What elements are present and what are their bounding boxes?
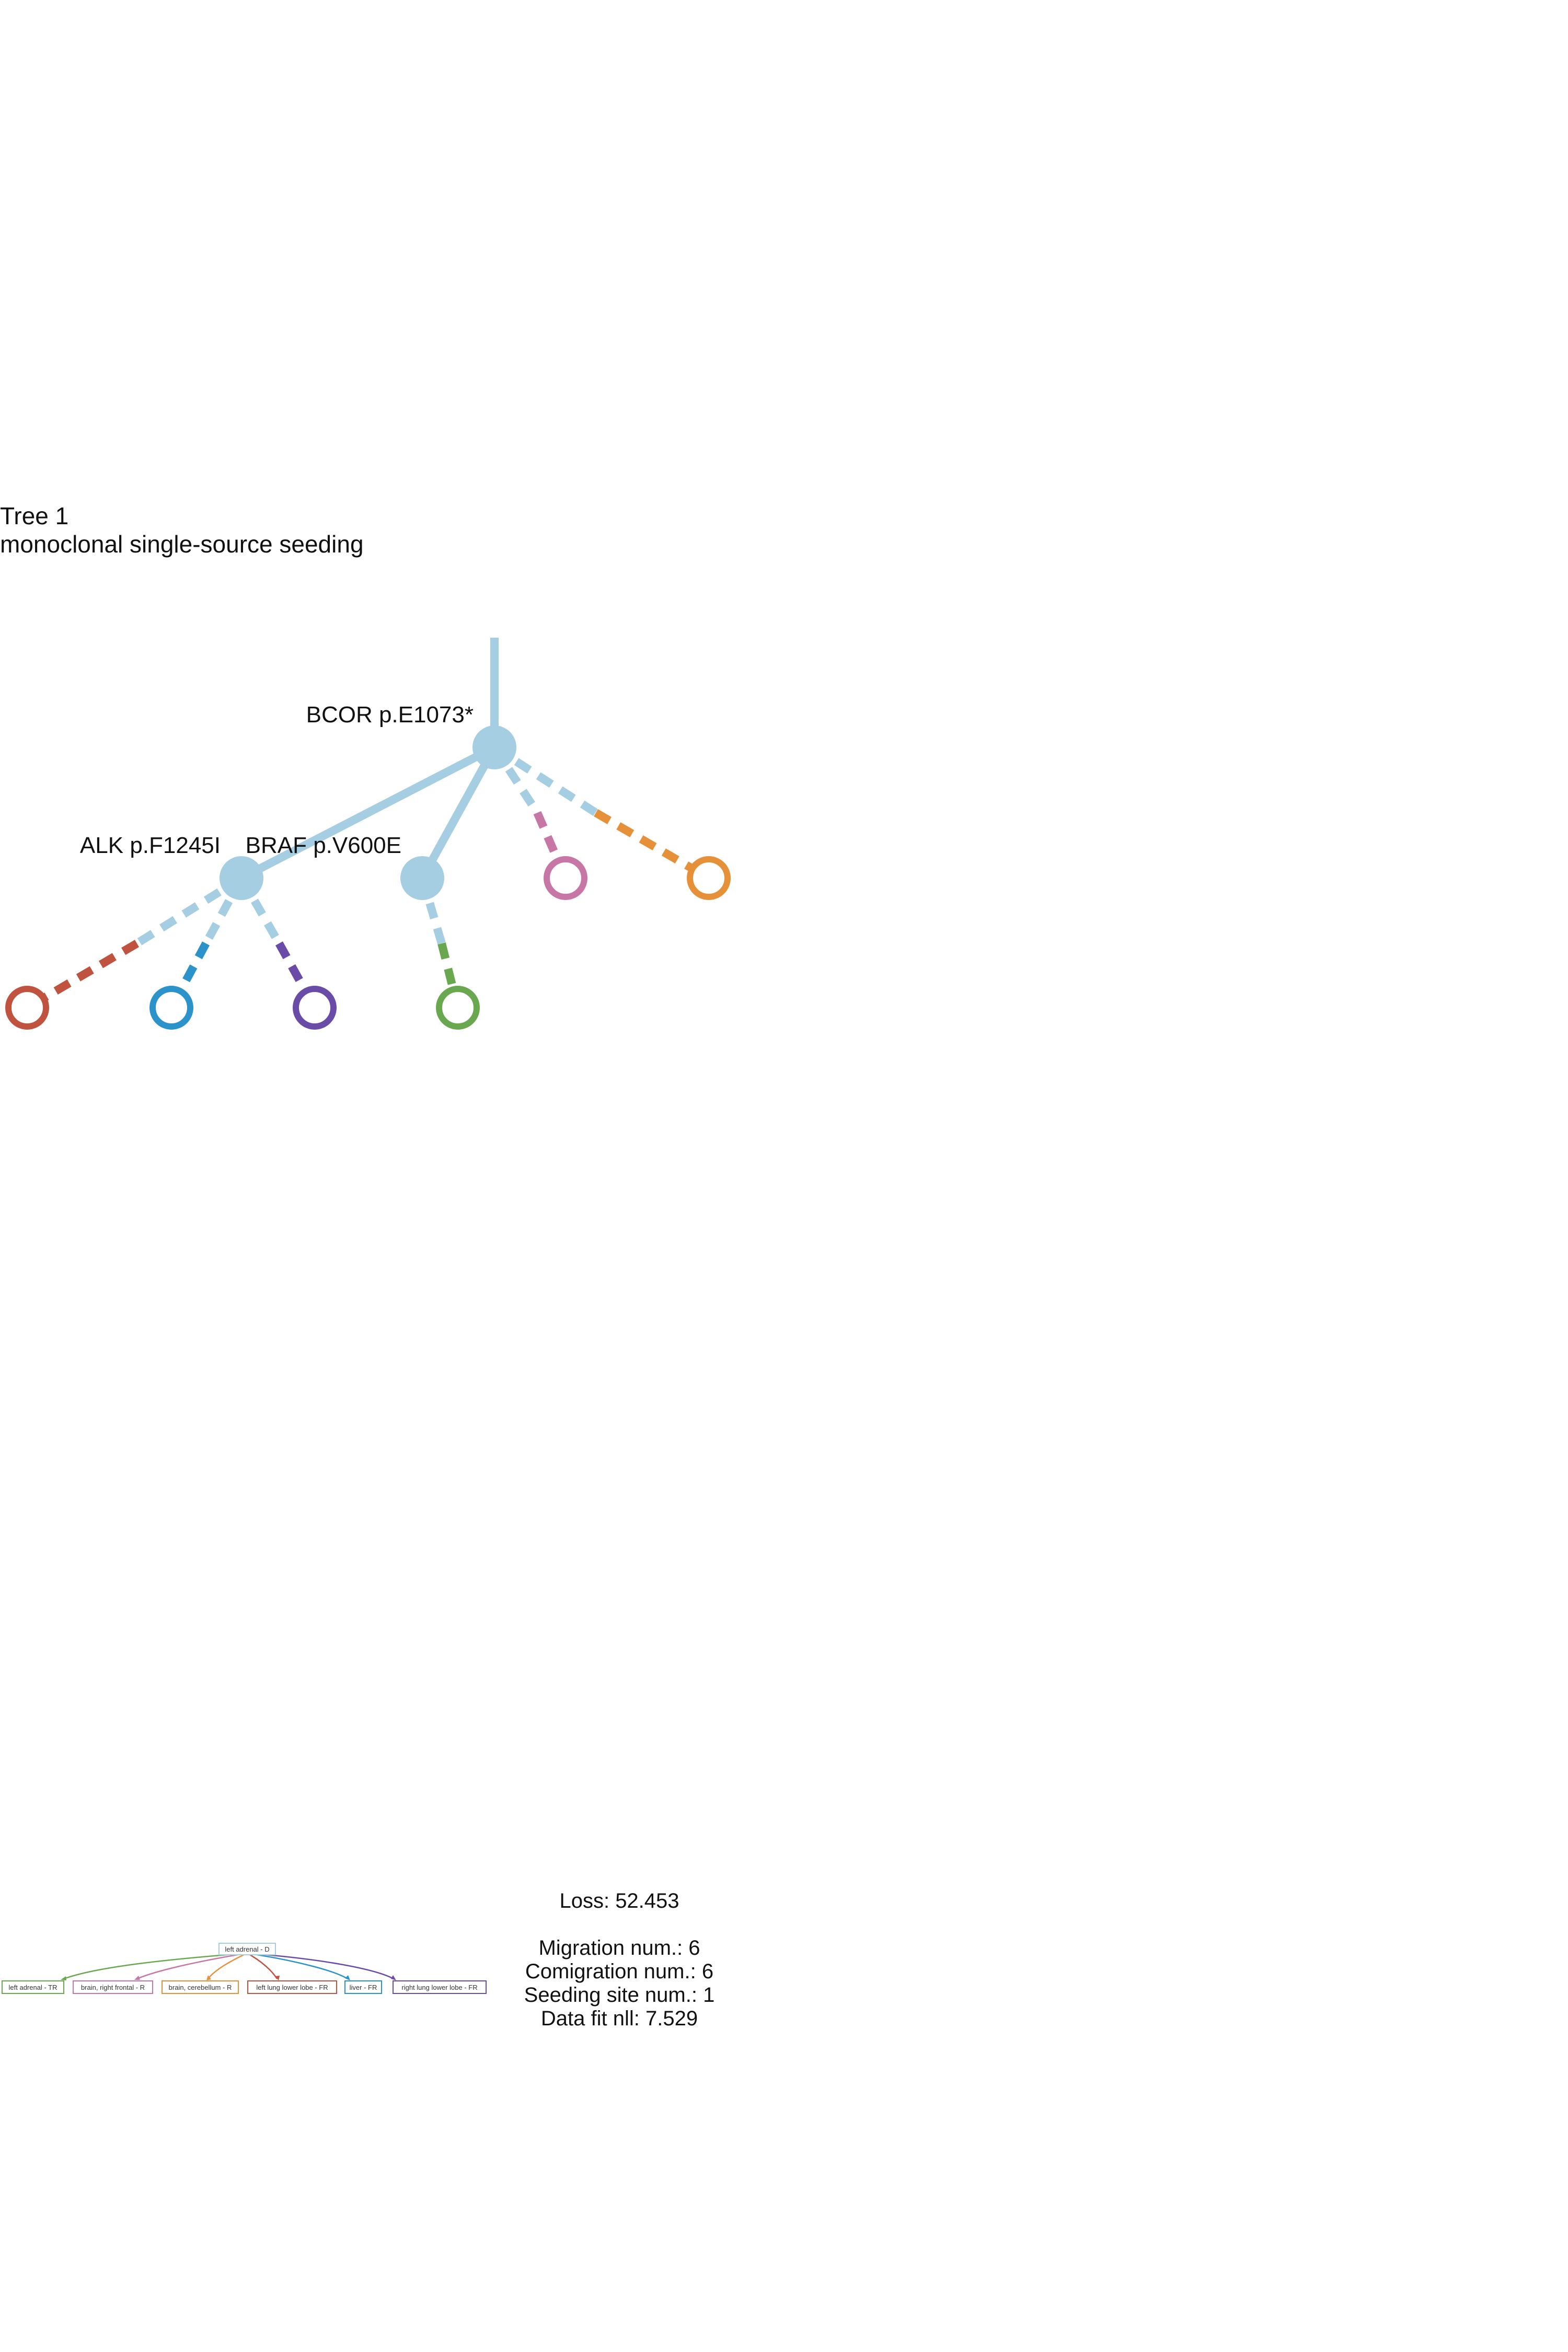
site-node-left-adrenal-tr — [436, 986, 480, 1030]
migration-node-source — [218, 1943, 276, 1955]
clone-tree: BCOR p.E1073* ALK p.F1245I BRAF p.V600E — [5, 638, 731, 1030]
clone-node-braf — [400, 856, 444, 900]
mutation-label-braf: BRAF p.V600E — [246, 833, 401, 858]
clone-node-alk — [220, 856, 263, 900]
migration-node-liver — [344, 1980, 382, 1994]
tree-header: Tree 1 monoclonal single-source seeding — [0, 502, 364, 558]
clone-node-bcor — [472, 725, 516, 769]
migration-edge-brain-cerebellum — [207, 1952, 248, 1979]
migration-node-liver-label: liver - FR — [350, 1984, 377, 1991]
seeding-pattern-subtitle: monoclonal single-source seeding — [0, 531, 364, 558]
migration-node-left-lung-lower-lobe — [247, 1980, 337, 1994]
data-fit-nll: Data fit nll: 7.529 — [540, 2007, 698, 2030]
migration-node-right-lung-lower-lobe-label: right lung lower lobe - FR — [401, 1984, 477, 1991]
stats-panel: Loss: 52.453 Migration num.: 6 Comigrati… — [481, 1889, 758, 2031]
mutation-label-alk: ALK p.F1245I — [80, 833, 221, 858]
migration-edge-brain-right-frontal — [136, 1952, 248, 1980]
site-node-brain-right-frontal — [544, 856, 587, 900]
mutation-label-bcor: BCOR p.E1073* — [306, 702, 474, 728]
comigration-num: Comigration num.: 6 — [525, 1960, 714, 1983]
edge-bcor-cerebellum-a — [492, 744, 598, 816]
migration-node-left-adrenal-tr — [2, 1980, 64, 1994]
migration-node-brain-cerebellum — [162, 1980, 239, 1994]
tree-title: Tree 1 — [0, 502, 69, 529]
site-node-left-lung-lower-lobe — [5, 986, 49, 1030]
site-node-liver — [149, 986, 193, 1030]
site-node-brain-cerebellum — [687, 856, 731, 900]
edge-bcor-braf — [418, 745, 499, 880]
migration-edge-liver — [247, 1952, 348, 1980]
migration-node-brain-cerebellum-label: brain, cerebellum - R — [169, 1984, 232, 1991]
migration-arrow-brain-right-frontal — [134, 1976, 140, 1980]
migration-node-brain-right-frontal — [73, 1980, 153, 1994]
migration-arrow-liver — [345, 1975, 350, 1980]
migration-arrow-left-lung-lower-lobe — [275, 1976, 280, 1980]
edge-bcor-alk — [239, 743, 497, 882]
migration-arrow-brain-cerebellum — [206, 1975, 211, 1980]
migration-arrow-right-lung-lower-lobe — [391, 1975, 396, 1980]
migration-num: Migration num.: 6 — [538, 1936, 700, 1959]
migration-node-left-lung-lower-lobe-label: left lung lower lobe - FR — [256, 1984, 328, 1991]
migration-node-left-adrenal-tr-label: left adrenal - TR — [9, 1984, 57, 1991]
migration-node-source-label: left adrenal - D — [225, 1945, 269, 1953]
seeding-site-num: Seeding site num.: 1 — [524, 1984, 715, 2007]
migration-arrow-left-adrenal-tr — [61, 1976, 66, 1980]
migration-node-right-lung-lower-lobe — [393, 1980, 487, 1994]
site-node-right-lung-lower-lobe — [293, 986, 337, 1030]
loss-value: Loss: 52.453 — [559, 1889, 679, 1912]
migration-edge-left-adrenal-tr — [63, 1952, 248, 1980]
migration-edge-right-lung-lower-lobe — [247, 1952, 394, 1980]
edge-alk-left-lung-a — [134, 874, 244, 947]
migration-node-brain-right-frontal-label: brain, right frontal - R — [81, 1984, 145, 1991]
migration-graph: left adrenal - D left adrenal - TR brain… — [2, 1943, 487, 1994]
